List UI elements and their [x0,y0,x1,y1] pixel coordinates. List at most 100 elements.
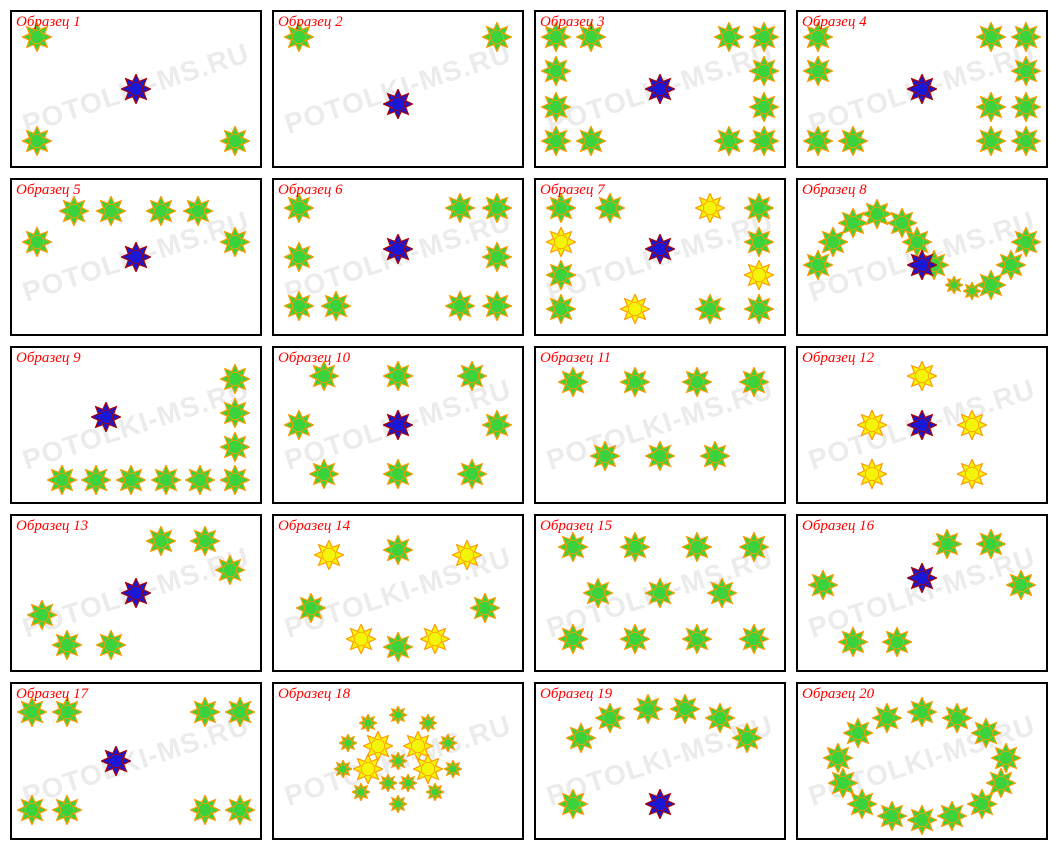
blue-star [645,789,675,819]
green-star [739,624,769,654]
green-star [872,703,902,733]
blue-star [907,74,937,104]
green-star [976,92,1006,122]
green-star [705,703,735,733]
small-star [389,706,407,724]
green-star [47,465,77,495]
panel-title: Образец 7 [540,182,605,199]
green-star [838,627,868,657]
green-star [967,789,997,819]
green-star [22,126,52,156]
green-star [803,56,833,86]
green-star [546,294,576,324]
green-star [225,795,255,825]
green-star [220,398,250,428]
green-star [803,126,833,156]
panel-title: Образец 11 [540,350,611,367]
green-star [566,723,596,753]
pattern-cell: POTOLKI-MS.RUОбразец 13 [10,514,262,672]
pattern-cell: POTOLKI-MS.RUОбразец 12 [796,346,1048,504]
blue-star [101,746,131,776]
green-star [744,294,774,324]
green-star [445,193,475,223]
pattern-cell: POTOLKI-MS.RUОбразец 16 [796,514,1048,672]
green-star [457,459,487,489]
green-star [558,624,588,654]
pattern-grid: POTOLKI-MS.RUОбразец 1 POTOLKI-MS.RUОбра… [10,10,1050,840]
green-star [808,570,838,600]
green-star [220,465,250,495]
small-star [352,783,370,801]
yellow-star [957,410,987,440]
small-star [379,774,397,792]
green-star [17,795,47,825]
green-star [976,22,1006,52]
pattern-cell: POTOLKI-MS.RUОбразец 4 [796,10,1048,168]
blue-star [645,74,675,104]
panel-title: Образец 12 [802,350,874,367]
green-star [146,196,176,226]
green-star [541,92,571,122]
small-star [334,760,352,778]
green-star [1011,126,1041,156]
panel-title: Образец 17 [16,686,88,703]
green-star [81,465,111,495]
pattern-cell: POTOLKI-MS.RUОбразец 9 [10,346,262,504]
green-star [907,805,937,835]
green-star [838,126,868,156]
green-star [744,193,774,223]
pattern-cell: POTOLKI-MS.RUОбразец 17 [10,682,262,840]
pattern-cell: POTOLKI-MS.RUОбразец 10 [272,346,524,504]
green-star [22,227,52,257]
green-star [190,526,220,556]
panel-title: Образец 3 [540,14,605,31]
pattern-cell: POTOLKI-MS.RUОбразец 14 [272,514,524,672]
yellow-star [452,540,482,570]
green-star [620,532,650,562]
green-star [383,632,413,662]
green-star [714,22,744,52]
green-star [541,126,571,156]
yellow-star [346,624,376,654]
green-star [52,795,82,825]
yellow-star [413,754,443,784]
green-star [682,624,712,654]
pattern-cell: POTOLKI-MS.RUОбразец 20 [796,682,1048,840]
green-star [976,529,1006,559]
green-star [96,196,126,226]
yellow-star [907,361,937,391]
green-star [185,465,215,495]
watermark-text: POTOLKI-MS.RU [19,373,254,477]
green-star [284,291,314,321]
panel-title: Образец 19 [540,686,612,703]
panel-title: Образец 2 [278,14,343,31]
green-star [296,593,326,623]
panel-title: Образец 5 [16,182,81,199]
blue-star [383,89,413,119]
green-star [744,227,774,257]
green-star [558,789,588,819]
green-star [907,697,937,727]
blue-star [121,578,151,608]
green-star [558,367,588,397]
green-star [220,432,250,462]
panel-title: Образец 4 [802,14,867,31]
panel-title: Образец 15 [540,518,612,535]
green-star [749,126,779,156]
yellow-star [314,540,344,570]
small-star [389,795,407,813]
green-star [383,459,413,489]
green-star [541,56,571,86]
green-star [309,459,339,489]
panel-title: Образец 8 [802,182,867,199]
green-star [882,627,912,657]
green-star [739,367,769,397]
blue-star [907,250,937,280]
green-star [1011,56,1041,86]
blue-star [121,74,151,104]
green-star [383,361,413,391]
green-star [225,697,255,727]
green-star [595,703,625,733]
green-star [932,529,962,559]
green-star [482,22,512,52]
